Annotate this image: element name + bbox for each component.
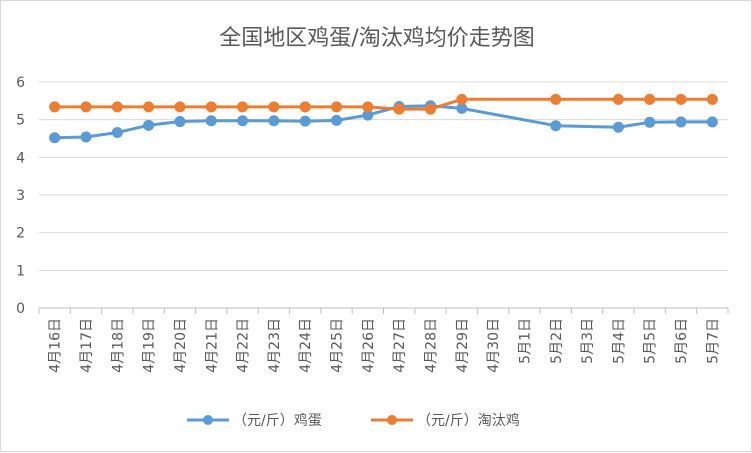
x-tick-label: 4月19日 — [142, 318, 158, 373]
data-point-s0-8 — [299, 115, 311, 127]
x-tick-label: 4月25日 — [330, 318, 346, 373]
y-tick-label: 4 — [16, 150, 25, 166]
data-point-s1-3 — [143, 101, 155, 113]
data-point-s0-1 — [80, 131, 92, 143]
legend-label-1: （元/斤）淘汰鸡 — [417, 412, 520, 429]
x-tick-label: 4月20日 — [173, 318, 189, 373]
data-point-s0-2 — [111, 126, 123, 138]
x-tick-label: 5月7日 — [705, 318, 721, 364]
legend-marker-1 — [387, 415, 397, 425]
data-point-s1-13 — [456, 93, 468, 105]
x-tick-label: 4月26日 — [361, 318, 377, 373]
data-point-s0-0 — [49, 132, 61, 144]
data-point-s1-2 — [111, 101, 123, 113]
data-point-s1-18 — [612, 93, 624, 105]
y-tick-label: 3 — [16, 188, 25, 204]
data-point-s0-3 — [143, 119, 155, 131]
x-tick-label: 4月24日 — [298, 318, 314, 373]
data-point-s1-12 — [424, 103, 436, 115]
x-tick-label: 4月21日 — [204, 318, 220, 373]
axes: 0 1 2 3 4 5 6 4月16日 4月17日 4月18日 4月19日 4月20日 4月21日 4月2… — [16, 75, 729, 373]
data-point-s0-9 — [331, 114, 343, 126]
y-tick-label: 6 — [16, 75, 25, 91]
legend-marker-0 — [203, 415, 213, 425]
data-point-s1-0 — [49, 101, 61, 113]
x-tick-label: 5月6日 — [674, 318, 690, 364]
gridlines — [39, 81, 728, 271]
y-tick-label: 5 — [16, 113, 25, 129]
data-point-s1-19 — [644, 93, 656, 105]
data-point-s0-7 — [268, 115, 280, 127]
x-tick-label: 5月1日 — [517, 318, 533, 364]
data-point-s1-10 — [362, 101, 374, 113]
x-tick-label: 4月27日 — [392, 318, 408, 373]
x-tick-label: 5月3日 — [580, 318, 596, 364]
x-tick-label: 5月2日 — [549, 318, 565, 364]
x-tick-label: 4月17日 — [79, 318, 95, 373]
legend: （元/斤）鸡蛋 （元/斤）淘汰鸡 — [187, 412, 520, 429]
x-tick-label: 4月22日 — [236, 318, 252, 373]
data-point-s1-1 — [80, 101, 92, 113]
data-point-s1-6 — [237, 101, 249, 113]
data-point-s1-21 — [706, 93, 718, 105]
data-points — [49, 93, 718, 144]
x-tick-label: 5月4日 — [611, 318, 627, 364]
data-point-s1-9 — [331, 101, 343, 113]
data-point-s1-16 — [550, 93, 562, 105]
chart-title: 全国地区鸡蛋/淘汰鸡均价走势图 — [219, 26, 534, 51]
data-point-s0-5 — [205, 115, 217, 127]
data-point-s1-5 — [205, 101, 217, 113]
x-tick-label: 4月28日 — [423, 318, 439, 373]
y-tick-label: 2 — [16, 226, 25, 242]
data-point-s0-21 — [706, 116, 718, 128]
data-point-s1-8 — [299, 101, 311, 113]
data-point-s0-20 — [675, 116, 687, 128]
data-point-s1-7 — [268, 101, 280, 113]
x-tick-label: 4月16日 — [48, 318, 64, 373]
x-tick-label: 4月29日 — [455, 318, 471, 373]
data-point-s0-4 — [174, 116, 186, 128]
x-tick-label: 4月23日 — [267, 318, 283, 373]
data-point-s0-6 — [237, 115, 249, 127]
legend-label-0: （元/斤）鸡蛋 — [233, 412, 322, 429]
x-tick-label: 5月5日 — [643, 318, 659, 364]
data-point-s0-18 — [612, 121, 624, 133]
data-point-s1-11 — [393, 103, 405, 115]
y-tick-label: 1 — [16, 263, 25, 279]
y-tick-label: 0 — [16, 301, 25, 317]
series-line-0 — [54, 104, 713, 140]
data-point-s1-4 — [174, 101, 186, 113]
data-point-s0-13 — [456, 102, 468, 114]
data-point-s0-19 — [644, 116, 656, 128]
data-point-s0-16 — [550, 120, 562, 132]
x-tick-label: 4月30日 — [486, 318, 502, 373]
data-point-s1-20 — [675, 93, 687, 105]
x-tick-label: 4月18日 — [110, 318, 126, 373]
